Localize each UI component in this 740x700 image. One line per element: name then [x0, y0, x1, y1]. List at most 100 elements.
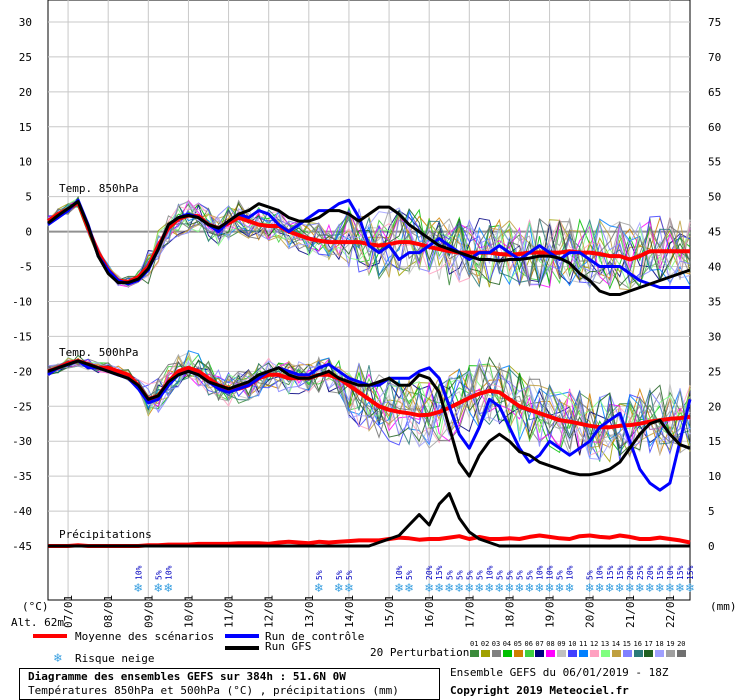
snowflake-icon: ❄ [474, 581, 484, 595]
snowflake-icon: ❄ [525, 581, 535, 595]
left-tick-label: 20 [19, 86, 32, 99]
perturbation-number: 02 [480, 640, 490, 648]
snow-risk-pct: 20% [646, 565, 655, 580]
right-tick-label: 75 [708, 16, 721, 29]
left-tick-label: 5 [25, 191, 32, 204]
perturbation-swatch [644, 650, 654, 657]
perturbation-number: 03 [491, 640, 501, 648]
perturbation-number: 10 [568, 640, 577, 648]
perturbation-number: 13 [600, 640, 610, 648]
left-tick-label: -40 [12, 505, 32, 518]
perturbation-swatch [677, 650, 687, 657]
perturbation-number: 07 [535, 640, 544, 648]
right-tick-label: 10 [708, 470, 721, 483]
snow-risk-pct: 5% [445, 570, 454, 580]
snowflake-icon: ❄ [434, 581, 444, 595]
gfs-line-t500 [47, 359, 691, 478]
snowflake-icon: ❄ [484, 581, 494, 595]
run-info: Ensemble GEFS du 06/01/2019 - 18Z [450, 666, 669, 679]
perturbation-number: 01 [470, 640, 479, 648]
snowflake-icon: ❄ [54, 651, 62, 666]
perturbation-swatch [524, 650, 534, 657]
date-tick-label: 20/01 [584, 595, 597, 628]
snow-risk-pct: 10% [666, 565, 675, 580]
snow-risk-pct: 10% [164, 565, 173, 580]
copyright: Copyright 2019 Meteociel.fr [450, 684, 629, 697]
left-tick-label: 0 [25, 226, 32, 239]
perturbation-number: 15 [622, 640, 632, 648]
right-tick-label: 5 [708, 505, 715, 518]
altitude-label: Alt. 62m [11, 616, 64, 629]
perturbation-number: 05 [513, 640, 523, 648]
snow-risk-pct: 5% [315, 570, 324, 580]
left-tick-label: 15 [19, 121, 32, 134]
snow-risk-pct: 15% [676, 565, 685, 580]
perturbation-number: 17 [644, 640, 653, 648]
snow-risk-pct: 5% [455, 570, 464, 580]
right-tick-label: 60 [708, 121, 721, 134]
snow-risk-pct: 5% [345, 570, 354, 580]
snow-risk-pct: 15% [686, 565, 695, 580]
snow-risk-pct: 10% [395, 565, 404, 580]
snowflake-icon: ❄ [655, 581, 665, 595]
perturbation-swatch [491, 650, 501, 657]
left-tick-label: 10 [19, 156, 32, 169]
snow-risk-pct: 5% [154, 570, 163, 580]
right-tick-label: 40 [708, 261, 721, 274]
date-tick-label: 16/01 [423, 595, 436, 628]
date-tick-label: 19/01 [544, 595, 557, 628]
snowflake-icon: ❄ [585, 581, 595, 595]
snow-risk-pct: 10% [546, 565, 555, 580]
left-tick-label: -30 [12, 435, 32, 448]
perturbation-number: 18 [655, 640, 664, 648]
left-tick-label: -20 [12, 365, 32, 378]
snowflake-icon: ❄ [494, 581, 504, 595]
snowflake-icon: ❄ [454, 581, 464, 595]
snow-risk-pct: 15% [616, 565, 625, 580]
date-tick-label: 22/01 [664, 595, 677, 628]
footer-title-box: Diagramme des ensembles GEFS sur 384h : … [19, 668, 440, 700]
perturbation-swatch [502, 650, 512, 657]
snow-risk-pct: 5% [475, 570, 484, 580]
snow-risk-pct: 10% [536, 565, 545, 580]
snow-risk-pct: 10% [596, 565, 605, 580]
perturbation-number: 16 [633, 640, 642, 648]
perturbation-number: 04 [502, 640, 512, 648]
snow-risk-pct: 5% [526, 570, 535, 580]
perturbation-swatch [589, 650, 599, 657]
date-tick-label: 12/01 [263, 595, 276, 628]
snowflake-icon: ❄ [605, 581, 615, 595]
snow-risk-pct: 5% [335, 570, 344, 580]
right-tick-label: 20 [708, 400, 721, 413]
snowflake-icon: ❄ [685, 581, 695, 595]
snowflake-icon: ❄ [565, 581, 575, 595]
snowflake-icon: ❄ [504, 581, 514, 595]
left-axis-unit: (°C) [22, 600, 49, 613]
right-tick-label: 65 [708, 86, 721, 99]
perturbation-number: 19 [666, 640, 675, 648]
left-tick-label: -10 [12, 295, 32, 308]
snowflake-icon: ❄ [514, 581, 524, 595]
mean-legend-label: Moyenne des scénarios [75, 630, 215, 643]
plot-frame [47, 0, 691, 601]
perturbation-swatch [546, 650, 556, 657]
snowflake-icon: ❄ [444, 581, 454, 595]
snow-risk-pct: 15% [656, 565, 665, 580]
date-tick-label: 13/01 [303, 595, 316, 628]
perturbation-line [47, 199, 691, 287]
snow-risk-pct: 15% [606, 565, 615, 580]
right-tick-label: 25 [708, 365, 721, 378]
control-legend-label: Run de contrôle [265, 630, 365, 643]
right-tick-label: 35 [708, 295, 721, 308]
perturbation-line [47, 357, 691, 450]
perturbation-swatch [622, 650, 632, 657]
snow-risk-pct: 25% [636, 565, 645, 580]
snow-risk-pct: 5% [505, 570, 514, 580]
snowflake-icon: ❄ [675, 581, 685, 595]
perturbation-line [47, 359, 691, 449]
snowflake-icon: ❄ [545, 581, 555, 595]
left-tick-label: 25 [19, 51, 32, 64]
panel-label: Précipitations [59, 528, 152, 541]
perturbation-swatch [666, 650, 676, 657]
